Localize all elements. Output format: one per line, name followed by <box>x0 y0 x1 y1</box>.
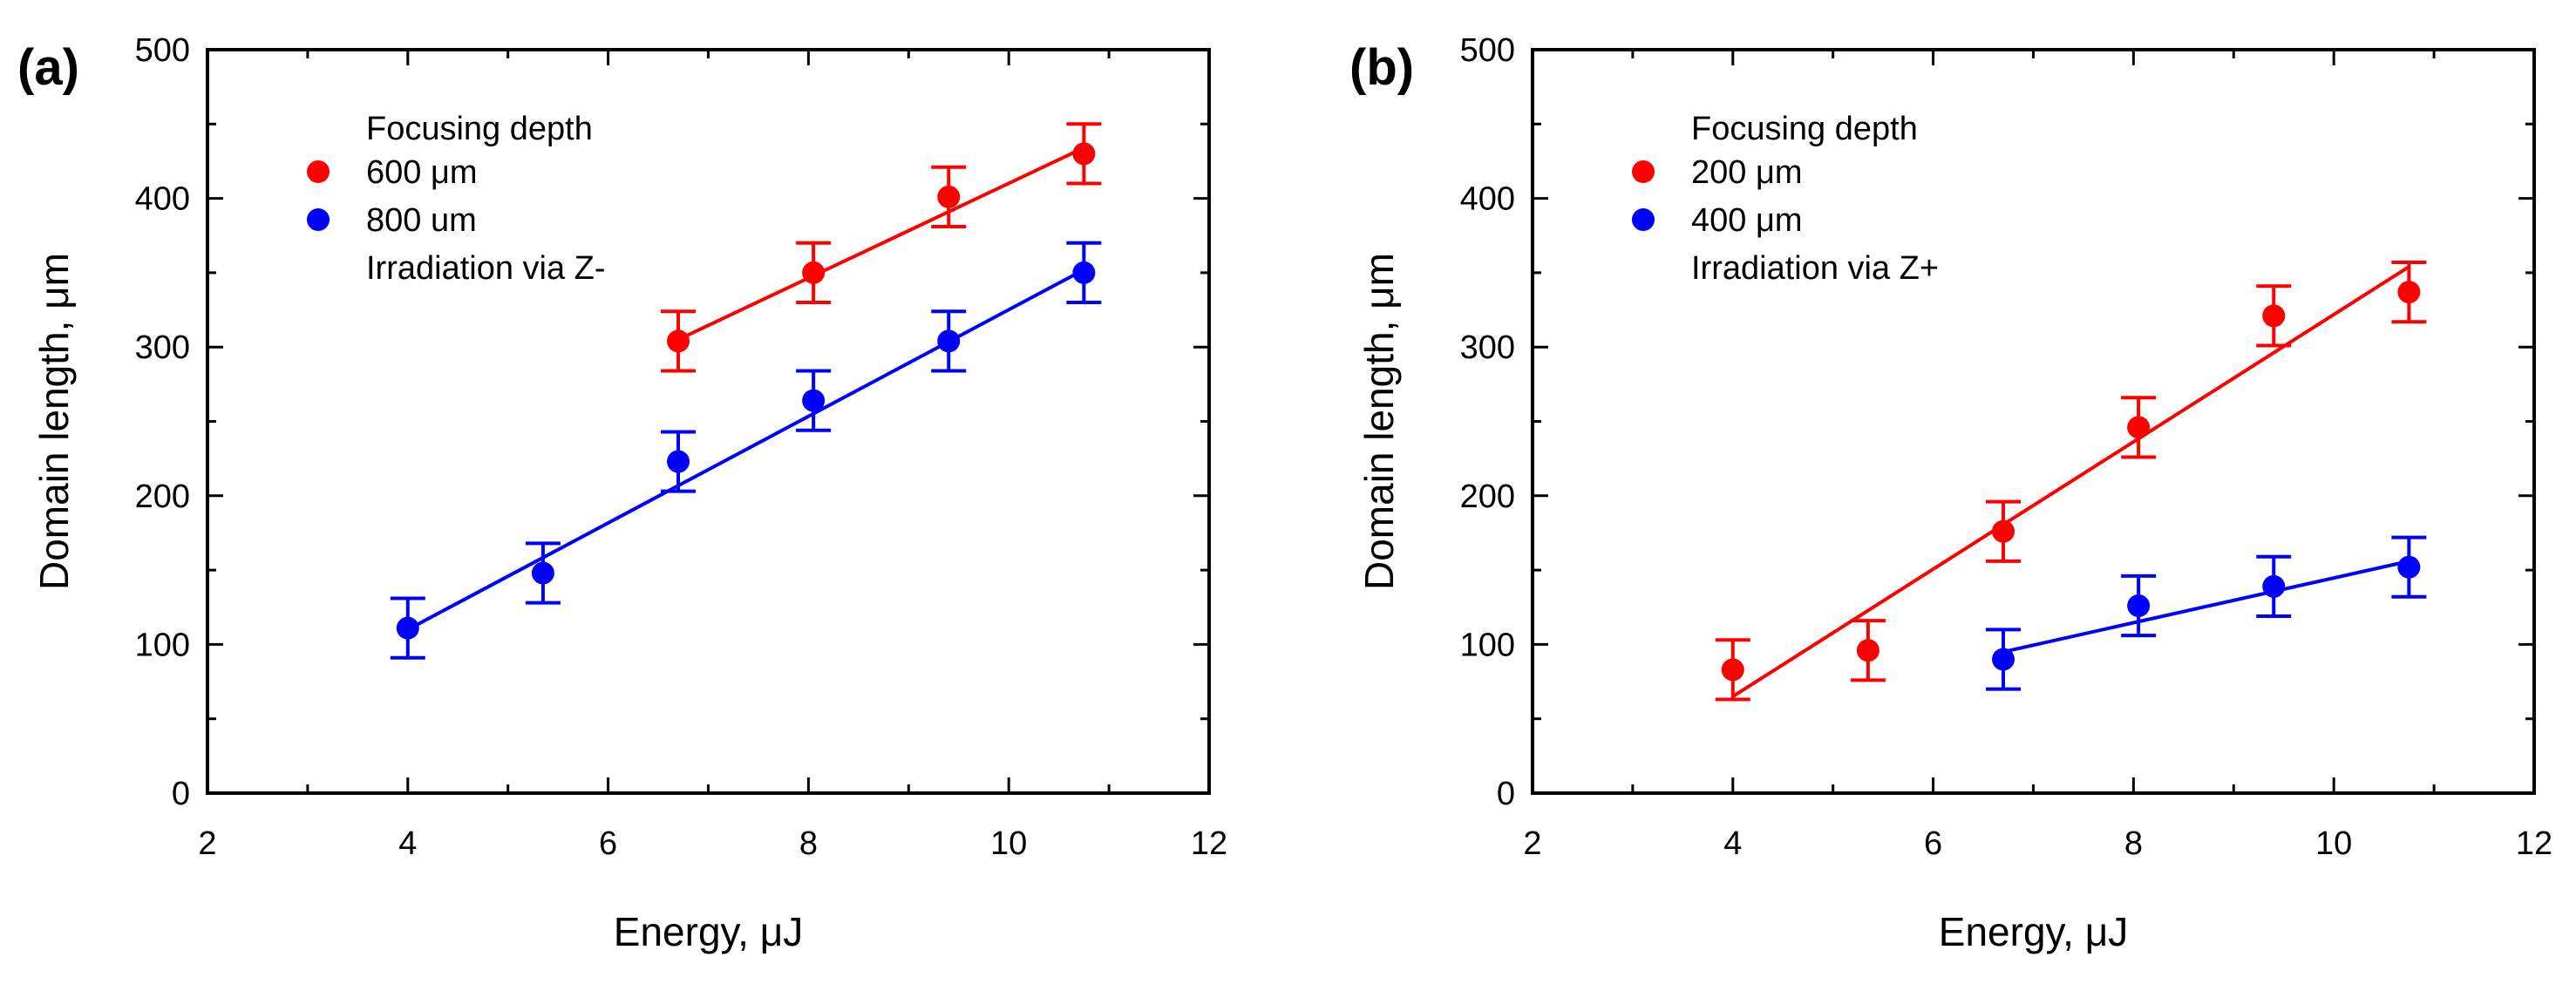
legend-title: Focusing depth <box>1691 111 1918 147</box>
data-point <box>667 450 690 473</box>
data-point <box>2262 574 2286 598</box>
x-axis-title: Energy, μJ <box>614 909 803 954</box>
panel-label: (b) <box>1349 39 1414 96</box>
data-point <box>1856 639 1879 662</box>
data-point <box>2397 555 2421 579</box>
y-tick-label: 0 <box>1497 776 1515 812</box>
data-point <box>1072 261 1096 284</box>
y-tick-label: 300 <box>1460 329 1515 366</box>
panel-label: (a) <box>17 39 79 96</box>
legend-marker <box>1632 160 1655 183</box>
y-axis-title: Domain length, μm <box>1356 253 1402 590</box>
data-point <box>937 329 961 353</box>
data-point <box>2397 281 2421 304</box>
data-point <box>2127 594 2151 618</box>
y-tick-label: 400 <box>1460 181 1515 218</box>
y-tick-label: 100 <box>1460 627 1515 663</box>
legend-title: Focusing depth <box>366 111 593 147</box>
y-axis-title: Domain length, μm <box>31 253 77 590</box>
x-tick-label: 8 <box>2124 825 2143 862</box>
series-1 <box>1715 260 2427 702</box>
legend-entry: 800 um <box>366 202 477 239</box>
chart-panel-a: 2 4 6 8 10 12 0 100 200 300 400 500 Energy, μJ Domain… <box>17 32 1227 954</box>
x-tick-label: 4 <box>1723 825 1742 862</box>
data-point <box>2127 416 2151 439</box>
y-tick-label: 500 <box>135 32 190 69</box>
data-point <box>531 561 554 585</box>
legend-note: Irradiation via Z- <box>366 250 606 287</box>
x-tick-label: 6 <box>1924 825 1942 862</box>
data-point <box>1721 658 1744 682</box>
legend-marker <box>307 208 330 231</box>
y-tick-label: 100 <box>135 627 190 663</box>
data-point <box>802 389 826 412</box>
fit-line <box>677 146 1085 342</box>
fit-line <box>1731 265 2410 698</box>
legend-entry: 400 μm <box>1691 202 1803 239</box>
data-point <box>1992 519 2015 543</box>
data-point <box>667 329 690 353</box>
x-tick-label: 8 <box>799 825 818 862</box>
legend: Focusing depth 200 μm 400 μm Irradiation vi… <box>1632 111 1939 287</box>
legend-entry: 600 μm <box>366 154 478 191</box>
y-tick-label: 300 <box>135 329 190 366</box>
x-tick-label: 12 <box>1191 825 1227 862</box>
series-2 <box>1986 535 2427 691</box>
x-tick-label: 4 <box>398 825 417 862</box>
legend: Focusing depth 600 μm 800 um Irradiation vi… <box>307 111 606 287</box>
data-point <box>1992 648 2015 671</box>
data-point <box>2262 304 2286 328</box>
x-tick-label: 10 <box>990 825 1027 862</box>
data-point <box>1072 142 1096 166</box>
plot-frame <box>1531 48 2536 795</box>
y-tick-label: 500 <box>1460 32 1515 69</box>
x-tick-label: 2 <box>198 825 216 862</box>
series-2 <box>390 241 1102 660</box>
data-point <box>937 185 961 208</box>
x-tick-label: 12 <box>2516 825 2552 862</box>
fit-line <box>406 268 1085 632</box>
fit-line <box>2002 559 2409 654</box>
legend-note: Irradiation via Z+ <box>1691 250 1939 287</box>
chart-panel-b: 2 4 6 8 10 12 0 100 200 300 400 500 Energy, μJ Domain… <box>1349 32 2552 954</box>
legend-entry: 200 μm <box>1691 154 1803 191</box>
x-tick-label: 6 <box>599 825 617 862</box>
legend-marker <box>1632 208 1655 231</box>
y-tick-label: 0 <box>172 776 190 812</box>
y-tick-label: 200 <box>1460 478 1515 515</box>
x-tick-label: 2 <box>1523 825 1541 862</box>
y-tick-label: 400 <box>135 181 190 218</box>
x-tick-label: 10 <box>2315 825 2352 862</box>
data-point <box>802 261 826 284</box>
x-axis-title: Energy, μJ <box>1939 909 2128 954</box>
legend-marker <box>307 160 330 183</box>
y-tick-label: 200 <box>135 478 190 515</box>
data-point <box>396 616 419 640</box>
series-1 <box>661 122 1102 373</box>
